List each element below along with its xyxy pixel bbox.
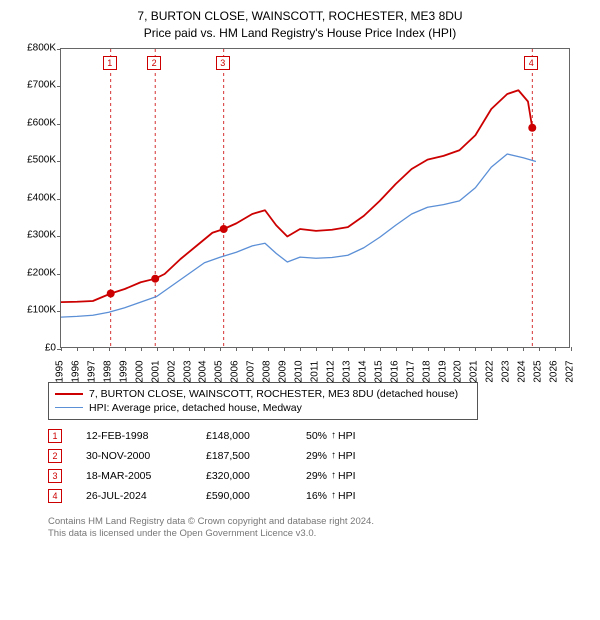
x-tick-label: 2025 xyxy=(533,360,544,382)
y-tick-label: £200K xyxy=(12,267,56,278)
event-pct: 16%↑HPI xyxy=(306,490,396,502)
event-price: £590,000 xyxy=(206,490,306,502)
event-row: 2 30-NOV-2000£187,50029%↑HPI xyxy=(48,446,588,466)
event-price: £187,500 xyxy=(206,450,306,462)
sale-marker-box: 3 xyxy=(216,56,230,70)
arrow-up-icon: ↑ xyxy=(331,470,336,481)
legend-swatch xyxy=(55,393,83,395)
legend-label: HPI: Average price, detached house, Medw… xyxy=(89,402,302,414)
footer-line-1: Contains HM Land Registry data © Crown c… xyxy=(48,516,588,528)
arrow-up-icon: ↑ xyxy=(331,450,336,461)
event-pct: 50%↑HPI xyxy=(306,430,396,442)
event-number-box: 1 xyxy=(48,429,62,443)
x-tick-label: 1995 xyxy=(55,360,66,382)
x-tick-label: 2017 xyxy=(405,360,416,382)
x-tick-label: 2000 xyxy=(134,360,145,382)
title-line-1: 7, BURTON CLOSE, WAINSCOTT, ROCHESTER, M… xyxy=(12,8,588,25)
event-pct: 29%↑HPI xyxy=(306,470,396,482)
title-block: 7, BURTON CLOSE, WAINSCOTT, ROCHESTER, M… xyxy=(12,8,588,42)
legend-swatch xyxy=(55,407,83,408)
event-row: 1 12-FEB-1998£148,00050%↑HPI xyxy=(48,426,588,446)
x-tick-label: 2016 xyxy=(389,360,400,382)
x-tick-label: 2001 xyxy=(150,360,161,382)
x-tick-label: 2012 xyxy=(325,360,336,382)
footer-line-2: This data is licensed under the Open Gov… xyxy=(48,528,588,540)
x-tick-label: 2024 xyxy=(517,360,528,382)
plot-area xyxy=(60,48,570,348)
arrow-up-icon: ↑ xyxy=(331,430,336,441)
sale-marker-box: 4 xyxy=(524,56,538,70)
legend-row: 7, BURTON CLOSE, WAINSCOTT, ROCHESTER, M… xyxy=(55,387,471,401)
event-price: £320,000 xyxy=(206,470,306,482)
event-row: 4 26-JUL-2024£590,00016%↑HPI xyxy=(48,486,588,506)
title-line-2: Price paid vs. HM Land Registry's House … xyxy=(12,25,588,42)
x-tick-label: 2023 xyxy=(501,360,512,382)
x-tick-label: 2005 xyxy=(214,360,225,382)
x-tick-label: 2002 xyxy=(166,360,177,382)
arrow-up-icon: ↑ xyxy=(331,490,336,501)
event-date: 18-MAR-2005 xyxy=(86,470,206,482)
x-tick-label: 2008 xyxy=(262,360,273,382)
x-tick-label: 1996 xyxy=(70,360,81,382)
x-tick-label: 2004 xyxy=(198,360,209,382)
legend: 7, BURTON CLOSE, WAINSCOTT, ROCHESTER, M… xyxy=(48,382,478,420)
y-tick-label: £700K xyxy=(12,80,56,91)
x-tick-label: 2011 xyxy=(310,360,321,382)
y-tick-label: £400K xyxy=(12,192,56,203)
legend-label: 7, BURTON CLOSE, WAINSCOTT, ROCHESTER, M… xyxy=(89,388,458,400)
x-tick-label: 2006 xyxy=(230,360,241,382)
x-tick-label: 2009 xyxy=(278,360,289,382)
event-number-box: 2 xyxy=(48,449,62,463)
x-tick-label: 1999 xyxy=(118,360,129,382)
event-date: 26-JUL-2024 xyxy=(86,490,206,502)
plot-svg xyxy=(61,49,571,349)
x-tick-label: 2022 xyxy=(485,360,496,382)
event-price: £148,000 xyxy=(206,430,306,442)
x-tick-label: 1997 xyxy=(86,360,97,382)
x-tick-label: 1998 xyxy=(102,360,113,382)
y-tick-label: £100K xyxy=(12,305,56,316)
y-tick-label: £600K xyxy=(12,117,56,128)
x-tick-label: 2020 xyxy=(453,360,464,382)
y-tick-label: £500K xyxy=(12,155,56,166)
x-tick-label: 2015 xyxy=(373,360,384,382)
events-table: 112-FEB-1998£148,00050%↑HPI230-NOV-2000£… xyxy=(48,426,588,506)
chart-area: £0£100K£200K£300K£400K£500K£600K£700K£80… xyxy=(12,48,588,378)
x-tick-label: 2014 xyxy=(357,360,368,382)
event-date: 30-NOV-2000 xyxy=(86,450,206,462)
y-tick-label: £800K xyxy=(12,42,56,53)
chart-container: 7, BURTON CLOSE, WAINSCOTT, ROCHESTER, M… xyxy=(0,0,600,544)
x-tick-label: 2003 xyxy=(182,360,193,382)
x-tick-label: 2026 xyxy=(549,360,560,382)
x-tick-label: 2027 xyxy=(565,360,576,382)
sale-marker-box: 1 xyxy=(103,56,117,70)
footer: Contains HM Land Registry data © Crown c… xyxy=(48,516,588,541)
x-tick-label: 2018 xyxy=(421,360,432,382)
event-date: 12-FEB-1998 xyxy=(86,430,206,442)
y-tick-label: £300K xyxy=(12,230,56,241)
x-tick-label: 2021 xyxy=(469,360,480,382)
x-tick-label: 2007 xyxy=(246,360,257,382)
x-tick-label: 2019 xyxy=(437,360,448,382)
x-tick-label: 2013 xyxy=(341,360,352,382)
event-row: 3 18-MAR-2005£320,00029%↑HPI xyxy=(48,466,588,486)
legend-row: HPI: Average price, detached house, Medw… xyxy=(55,401,471,415)
sale-marker-box: 2 xyxy=(147,56,161,70)
event-number-box: 3 xyxy=(48,469,62,483)
event-pct: 29%↑HPI xyxy=(306,450,396,462)
x-tick-label: 2010 xyxy=(294,360,305,382)
event-number-box: 4 xyxy=(48,489,62,503)
y-tick-label: £0 xyxy=(12,342,56,353)
